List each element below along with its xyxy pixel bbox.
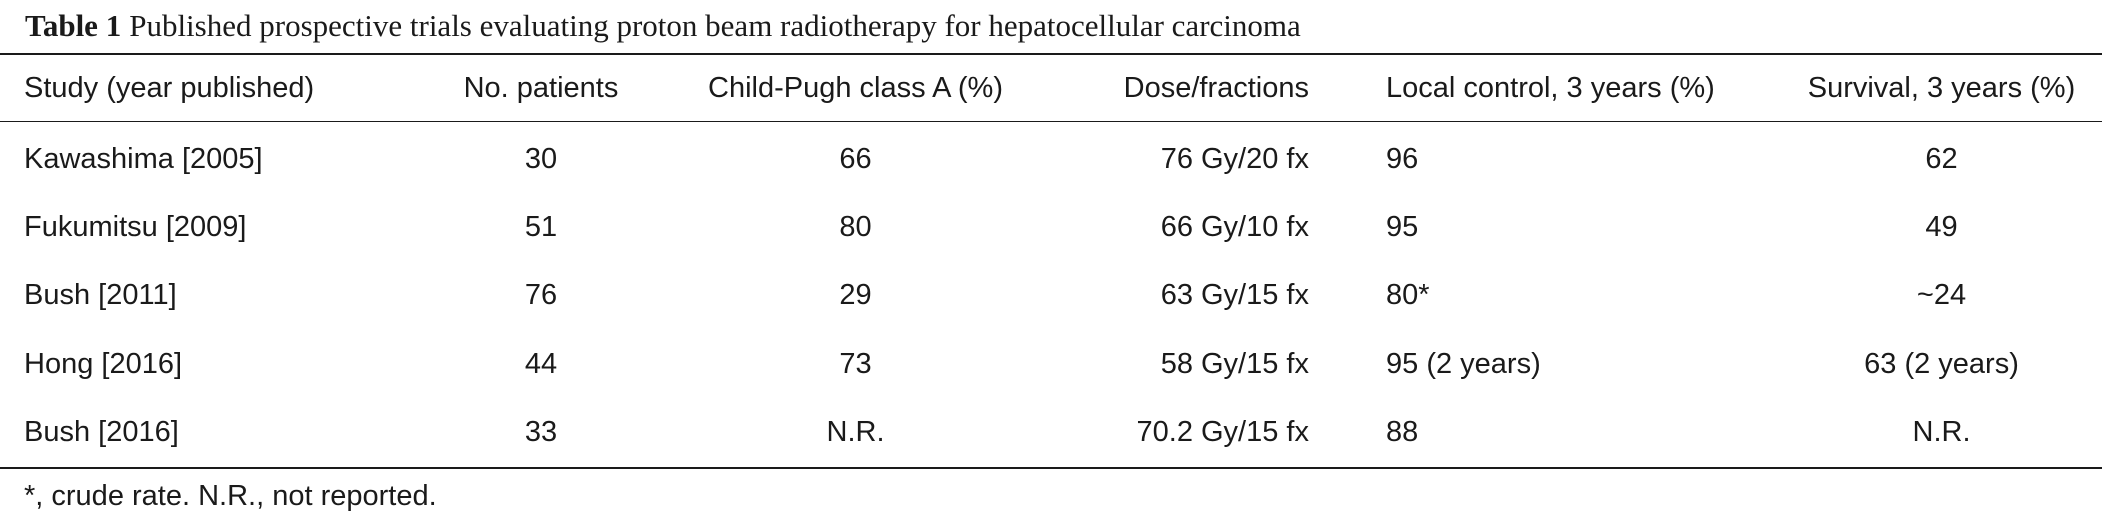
- cell-patients: 33: [524, 416, 558, 449]
- column-header-child-pugh: Child-Pugh class A (%): [658, 55, 1053, 122]
- cell-study: Kawashima [2005]: [24, 142, 263, 175]
- cell-survival: 49: [1925, 211, 1958, 244]
- table-top-rule: [0, 53, 2102, 55]
- cell-dose: 76 Gy/20 fx: [1160, 142, 1309, 175]
- header-row: Study (year published) No. patients Chil…: [0, 55, 2102, 122]
- table-row: Hong [2016] 44 73 58 Gy/15 fx 95 (2 year…: [0, 330, 2102, 398]
- cell-local-control: 95: [1386, 211, 1419, 244]
- cell-patients: 30: [524, 142, 558, 175]
- cell-dose: 70.2 Gy/15 fx: [1136, 416, 1310, 449]
- column-header-study: Study (year published): [0, 55, 424, 122]
- cell-study: Hong [2016]: [24, 347, 183, 380]
- cell-child-pugh: 73: [839, 347, 872, 380]
- table-title: Table 1 Published prospective trials eval…: [25, 6, 1301, 46]
- cell-dose: 58 Gy/15 fx: [1160, 347, 1309, 380]
- table-row: Bush [2016] 33 N.R. 70.2 Gy/15 fx 88 N.R…: [0, 399, 2102, 467]
- cell-child-pugh: N.R.: [826, 416, 885, 449]
- table-title-label: Table 1: [25, 8, 122, 43]
- column-header-local-control: Local control, 3 years (%): [1341, 55, 1781, 122]
- cell-study: Fukumitsu [2009]: [24, 211, 247, 244]
- cell-local-control: 88: [1386, 416, 1419, 449]
- table-row: Kawashima [2005] 30 66 76 Gy/20 fx 96 62: [0, 122, 2102, 194]
- cell-dose: 63 Gy/15 fx: [1160, 279, 1309, 312]
- cell-study: Bush [2011]: [24, 279, 177, 312]
- cell-survival: N.R.: [1912, 416, 1971, 449]
- table-bottom-rule: [0, 467, 2102, 469]
- cell-dose: 66 Gy/10 fx: [1160, 211, 1309, 244]
- column-header-survival: Survival, 3 years (%): [1781, 55, 2102, 122]
- trials-table: Study (year published) No. patients Chil…: [0, 55, 2102, 467]
- cell-patients: 51: [524, 211, 558, 244]
- table-row: Bush [2011] 76 29 63 Gy/15 fx 80* ~24: [0, 262, 2102, 330]
- cell-survival: ~24: [1916, 279, 1967, 312]
- table-row: Fukumitsu [2009] 51 80 66 Gy/10 fx 95 49: [0, 193, 2102, 261]
- cell-child-pugh: 80: [839, 211, 872, 244]
- table-header: Study (year published) No. patients Chil…: [0, 55, 2102, 122]
- cell-study: Bush [2016]: [24, 416, 179, 449]
- table-footnote: *, crude rate. N.R., not reported.: [24, 480, 437, 512]
- cell-survival: 62: [1925, 142, 1958, 175]
- cell-local-control: 96: [1386, 142, 1419, 175]
- column-header-patients: No. patients: [424, 55, 658, 122]
- table-title-text: Published prospective trials evaluating …: [129, 8, 1301, 43]
- cell-child-pugh: 29: [839, 279, 872, 312]
- cell-local-control: 95 (2 years): [1386, 347, 1541, 380]
- column-header-dose: Dose/fractions: [1053, 55, 1341, 122]
- cell-patients: 76: [524, 279, 558, 312]
- table-body: Kawashima [2005] 30 66 76 Gy/20 fx 96 62…: [0, 122, 2102, 467]
- cell-survival: 63 (2 years): [1864, 347, 2019, 380]
- cell-patients: 44: [524, 347, 558, 380]
- cell-local-control: 80*: [1386, 279, 1430, 312]
- cell-child-pugh: 66: [839, 142, 872, 175]
